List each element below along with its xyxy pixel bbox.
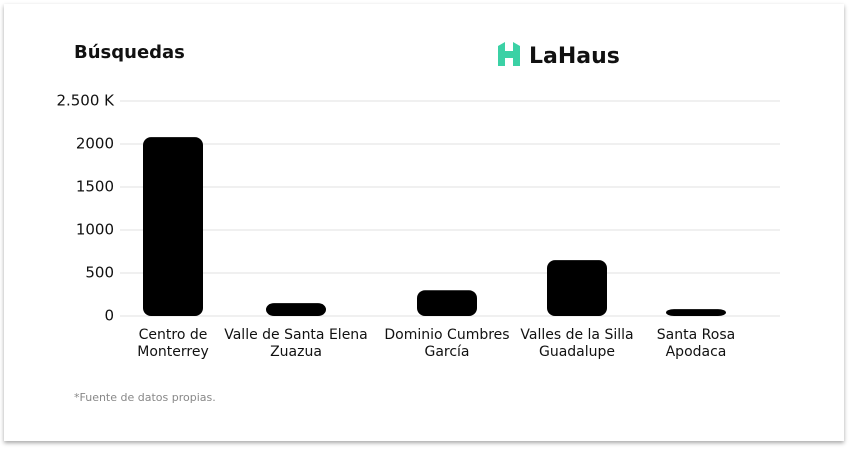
x-tick-label: Valle de Santa Elena Zuazua [224, 327, 368, 360]
bar [666, 309, 726, 316]
y-tick-label: 500 [85, 264, 114, 282]
brand-name: LaHaus [529, 44, 620, 69]
y-tick-label: 1500 [76, 178, 114, 196]
y-tick-label: 2000 [76, 135, 114, 153]
chart-title: Búsquedas [74, 42, 185, 63]
y-tick-label: 1000 [76, 221, 114, 239]
x-tick-label: Centro de Monterrey [137, 327, 209, 360]
bar [266, 303, 326, 316]
brand-logo [498, 42, 520, 66]
bar [547, 260, 607, 316]
x-tick-label: Dominio Cumbres García [384, 327, 510, 360]
x-tick-label: Santa Rosa Apodaca [656, 327, 736, 360]
bar [143, 137, 203, 316]
x-tick-label: Valles de la Silla Guadalupe [520, 327, 634, 360]
bar [417, 290, 477, 316]
y-tick-label: 0 [104, 307, 114, 325]
y-tick-label: 2.500 K [56, 92, 115, 110]
footnote: *Fuente de datos propias. [74, 391, 216, 404]
